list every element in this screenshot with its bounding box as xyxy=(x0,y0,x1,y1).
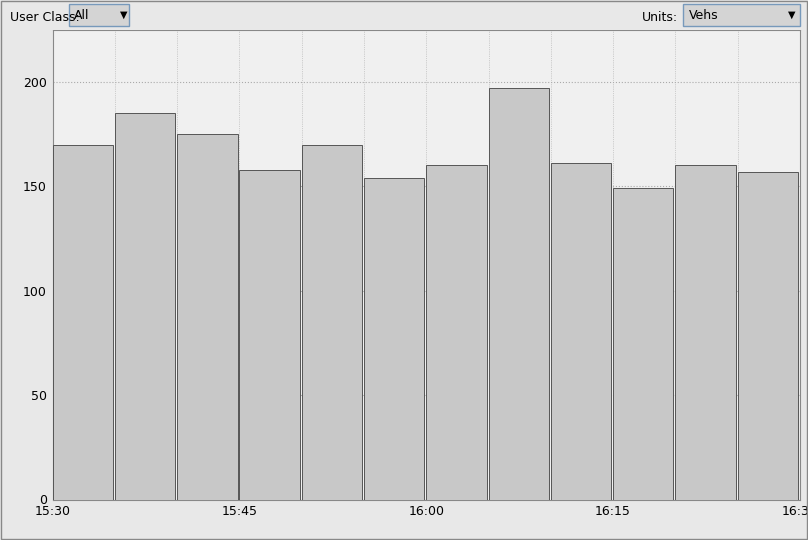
Text: All: All xyxy=(74,9,90,22)
Text: Vehs: Vehs xyxy=(688,9,718,22)
Bar xyxy=(53,145,113,500)
Bar xyxy=(239,170,300,500)
Bar xyxy=(738,172,798,500)
Bar xyxy=(427,165,486,500)
Text: ▼: ▼ xyxy=(120,10,127,20)
Bar xyxy=(489,88,549,500)
Text: User Class:: User Class: xyxy=(10,11,79,24)
Bar xyxy=(675,165,736,500)
Bar xyxy=(364,178,424,500)
Bar xyxy=(551,163,611,500)
Text: ▼: ▼ xyxy=(788,10,795,20)
Bar xyxy=(613,188,674,500)
Bar xyxy=(301,145,362,500)
Bar xyxy=(115,113,175,500)
Bar xyxy=(177,134,238,500)
Text: Units:: Units: xyxy=(642,11,679,24)
